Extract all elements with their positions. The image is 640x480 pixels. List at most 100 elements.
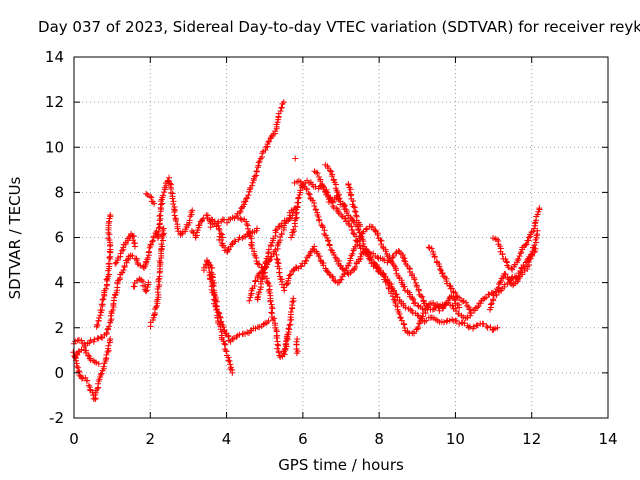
data-point [225, 357, 232, 364]
data-point [261, 263, 268, 270]
data-point [100, 296, 107, 303]
data-point [99, 296, 106, 303]
data-point [264, 279, 271, 286]
data-point [331, 251, 338, 258]
data-point [217, 313, 224, 320]
data-point [462, 299, 469, 306]
data-point [107, 312, 114, 319]
data-point [309, 197, 316, 204]
data-point [284, 331, 291, 338]
data-point [438, 267, 445, 274]
data-point [347, 192, 354, 199]
data-point [268, 134, 275, 141]
data-point [423, 317, 430, 324]
data-point [477, 300, 484, 307]
x-tick-label: 2 [146, 430, 156, 448]
data-point [155, 276, 162, 283]
data-point [514, 257, 521, 264]
data-point [248, 241, 255, 248]
data-point [353, 212, 360, 219]
data-point [160, 225, 167, 232]
y-tick-label: -2 [49, 409, 64, 427]
y-tick-label: 14 [45, 48, 64, 66]
data-point [254, 225, 261, 232]
data-point [276, 269, 283, 276]
data-point [105, 260, 112, 267]
data-point [259, 275, 266, 282]
data-point [102, 285, 109, 292]
data-point [243, 195, 250, 202]
data-point [151, 200, 158, 207]
data-point [168, 189, 175, 196]
data-point [95, 317, 102, 324]
data-point [208, 216, 215, 223]
data-point [247, 294, 254, 301]
data-point [347, 186, 354, 193]
data-point [385, 279, 392, 286]
chart-title: Day 037 of 2023, Sidereal Day-to-day VTE… [38, 18, 640, 36]
data-point [467, 306, 474, 313]
data-point [418, 293, 425, 300]
data-point [205, 264, 212, 271]
data-point [497, 278, 504, 285]
data-point [348, 227, 355, 234]
data-point [268, 309, 275, 316]
data-point [324, 268, 331, 275]
y-tick-label: 12 [45, 93, 64, 111]
data-point [293, 338, 300, 345]
data-point [490, 296, 497, 303]
data-point [249, 182, 256, 189]
data-point [366, 255, 373, 262]
y-tick-labels: -2 0 2 4 6 8 10 12 14 [45, 48, 64, 427]
data-point [313, 169, 320, 176]
data-point [374, 232, 381, 239]
data-point [103, 329, 110, 336]
data-point [351, 208, 358, 215]
data-point [112, 260, 119, 267]
data-point [129, 252, 136, 259]
data-point [215, 225, 222, 232]
data-point [150, 312, 157, 319]
data-point [125, 235, 132, 242]
data-point [416, 320, 423, 327]
data-point [206, 272, 213, 279]
data-point [94, 385, 101, 392]
data-point [93, 359, 100, 366]
data-point [86, 384, 93, 391]
data-point [452, 289, 459, 296]
data-point [83, 377, 90, 384]
data-point [515, 275, 522, 282]
x-tick-labels: 0 2 4 6 8 10 12 14 [69, 430, 617, 448]
data-point [428, 245, 435, 252]
data-point [369, 259, 376, 266]
data-point [286, 322, 293, 329]
data-point [265, 138, 272, 145]
data-point [142, 288, 149, 295]
data-point [411, 276, 418, 283]
data-point [391, 287, 398, 294]
data-point [369, 224, 376, 231]
data-point [316, 253, 323, 260]
data-point [273, 255, 280, 262]
data-point [134, 259, 141, 266]
data-point [143, 287, 150, 294]
data-point [171, 212, 178, 219]
data-point [253, 167, 260, 174]
data-point [350, 197, 357, 204]
data-point [534, 211, 541, 218]
x-tick-label: 0 [69, 430, 79, 448]
data-point [315, 213, 322, 220]
data-point [523, 241, 530, 248]
data-point [305, 190, 312, 197]
data-point [251, 283, 258, 290]
data-point [380, 270, 387, 277]
data-point [461, 320, 468, 327]
data-point [452, 297, 459, 304]
data-point [216, 226, 223, 233]
data-point [251, 173, 258, 180]
data-point [415, 323, 422, 330]
data-point [439, 269, 446, 276]
data-point [118, 247, 125, 254]
data-point [156, 212, 163, 219]
data-point [130, 233, 137, 240]
